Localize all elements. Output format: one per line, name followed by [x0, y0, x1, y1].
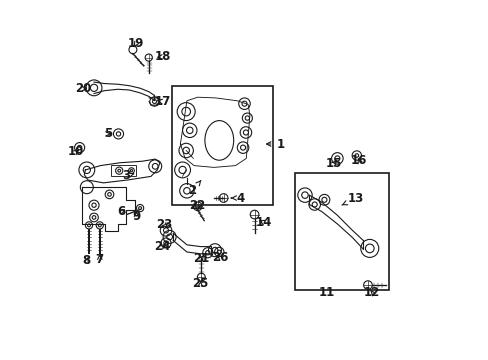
Text: 22: 22 — [188, 199, 204, 212]
Bar — [294, 173, 387, 290]
Text: 20: 20 — [75, 82, 91, 95]
Text: 19: 19 — [127, 37, 143, 50]
Bar — [171, 86, 273, 205]
Text: 3: 3 — [122, 169, 133, 182]
Text: 18: 18 — [154, 50, 170, 63]
Text: 6: 6 — [117, 205, 125, 218]
Bar — [111, 165, 136, 176]
Text: 8: 8 — [82, 255, 91, 267]
Text: 4: 4 — [231, 192, 244, 204]
Text: 1: 1 — [266, 138, 284, 150]
Text: 17: 17 — [154, 95, 170, 108]
Text: 10: 10 — [68, 145, 84, 158]
Text: 26: 26 — [211, 251, 228, 264]
Text: 9: 9 — [132, 210, 141, 222]
Text: 23: 23 — [156, 219, 172, 231]
Text: 21: 21 — [193, 252, 209, 265]
Text: 12: 12 — [364, 286, 380, 299]
Text: 11: 11 — [319, 286, 335, 299]
Text: 14: 14 — [256, 216, 272, 229]
Text: 15: 15 — [325, 157, 341, 170]
Text: 13: 13 — [341, 192, 363, 205]
Text: 24: 24 — [154, 240, 170, 253]
Text: 7: 7 — [96, 253, 103, 266]
Text: 16: 16 — [350, 154, 366, 167]
Text: 2: 2 — [188, 180, 201, 197]
Text: 5: 5 — [104, 127, 112, 140]
Text: 25: 25 — [192, 277, 208, 290]
